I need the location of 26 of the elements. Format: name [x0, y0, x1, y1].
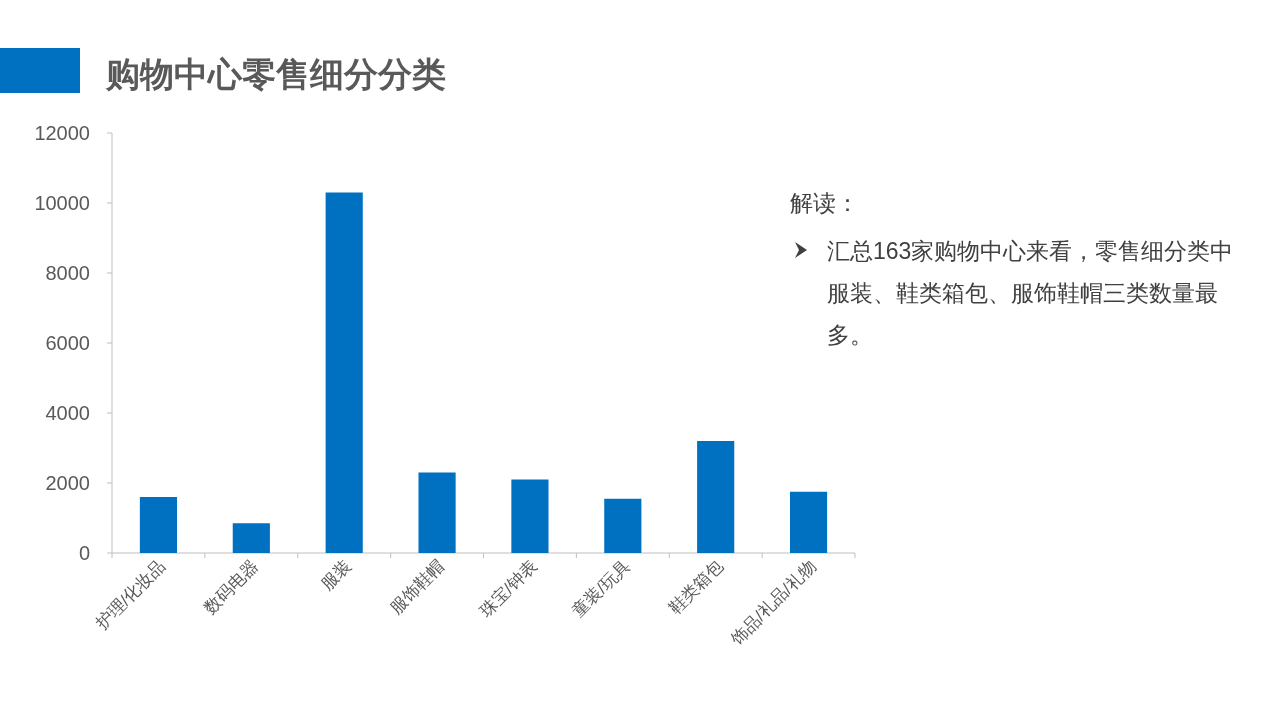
y-tick-label: 4000 — [45, 402, 90, 424]
chart-title: 购物中心零售细分分类 — [105, 55, 446, 93]
x-tick-label: 童装/玩具 — [568, 556, 634, 622]
x-tick-label: 护理/化妆品 — [91, 556, 170, 634]
bar — [511, 479, 549, 553]
y-tick-label: 6000 — [45, 332, 90, 354]
annotation: 汇总163家购物中心来看，零售细分类中服装、鞋类箱包、服饰鞋帽三类数量最多。 — [827, 237, 1235, 350]
x-tick-label: 数码电器 — [200, 556, 263, 618]
x-tick-label: 饰品/礼品/礼物 — [726, 556, 820, 650]
x-tick-label: 服装 — [317, 556, 356, 594]
y-tick-label: 0 — [78, 542, 90, 564]
bar — [325, 192, 363, 553]
x-tick-label: 服饰鞋帽 — [386, 556, 448, 618]
y-tick-label: 8000 — [45, 262, 90, 284]
bar — [418, 472, 456, 553]
y-tick-label: 10000 — [34, 192, 90, 214]
y-tick-label: 12000 — [34, 122, 90, 144]
bar — [139, 497, 178, 553]
bar — [232, 523, 270, 553]
annotation: 解读： — [790, 189, 859, 218]
bar — [789, 491, 828, 553]
bar — [604, 498, 642, 553]
y-tick-label: 2000 — [45, 472, 90, 494]
bar — [697, 441, 735, 553]
x-tick-label: 珠宝/钟表 — [475, 556, 541, 622]
x-tick-label: 鞋类箱包 — [665, 556, 727, 618]
